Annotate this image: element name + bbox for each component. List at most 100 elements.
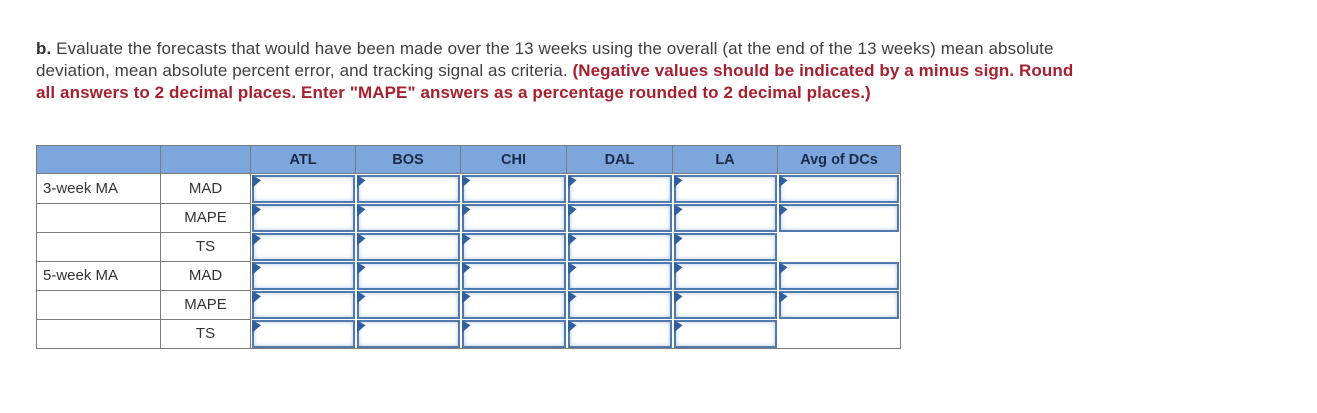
row-metric-label: MAPE bbox=[160, 202, 251, 233]
answer-flag-icon bbox=[778, 175, 788, 188]
answer-input[interactable] bbox=[778, 291, 899, 319]
answer-input[interactable] bbox=[673, 204, 777, 232]
answer-input[interactable] bbox=[252, 233, 355, 261]
answer-input[interactable] bbox=[356, 262, 460, 290]
row-group-label bbox=[36, 289, 161, 320]
answer-input[interactable] bbox=[461, 175, 566, 203]
answer-flag-icon bbox=[778, 262, 788, 275]
answer-flag-icon bbox=[673, 233, 683, 246]
table-row-5wk-mape: MAPE bbox=[36, 289, 901, 320]
answer-flag-icon bbox=[356, 175, 366, 188]
answer-flag-icon bbox=[778, 204, 788, 217]
answer-flag-icon bbox=[461, 204, 471, 217]
row-group-label bbox=[36, 318, 161, 349]
header-blank-group bbox=[36, 145, 161, 174]
table-row-5wk-ts: TS bbox=[36, 318, 901, 349]
table-row-3wk-mad: 3-week MA MAD bbox=[36, 173, 901, 204]
answer-input[interactable] bbox=[778, 175, 899, 203]
question-instruction-red-1: (Negative values should be indicated by … bbox=[572, 61, 1074, 80]
header-dal: DAL bbox=[566, 145, 673, 174]
answer-flag-icon bbox=[673, 320, 683, 333]
header-atl: ATL bbox=[250, 145, 356, 174]
answer-input[interactable] bbox=[461, 233, 566, 261]
answer-input[interactable] bbox=[252, 175, 355, 203]
answer-input[interactable] bbox=[356, 233, 460, 261]
answer-flag-icon bbox=[567, 320, 577, 333]
answer-flag-icon bbox=[356, 233, 366, 246]
question-instruction-red-2: all answers to 2 decimal places. Enter "… bbox=[36, 83, 871, 102]
answer-flag-icon bbox=[252, 262, 261, 275]
answer-input[interactable] bbox=[778, 204, 899, 232]
answer-flag-icon bbox=[252, 204, 261, 217]
answer-flag-icon bbox=[252, 175, 261, 188]
answer-input[interactable] bbox=[252, 262, 355, 290]
non-input-cell bbox=[777, 319, 901, 349]
answer-flag-icon bbox=[567, 204, 577, 217]
answer-input[interactable] bbox=[567, 262, 672, 290]
answer-flag-icon bbox=[567, 291, 577, 304]
answer-flag-icon bbox=[461, 233, 471, 246]
header-la: LA bbox=[672, 145, 778, 174]
answer-input[interactable] bbox=[673, 175, 777, 203]
answer-input[interactable] bbox=[567, 233, 672, 261]
answer-table: ATL BOS CHI DAL LA Avg of DCs 3-week MA … bbox=[36, 145, 901, 349]
answer-input[interactable] bbox=[356, 175, 460, 203]
answer-flag-icon bbox=[356, 204, 366, 217]
answer-flag-icon bbox=[461, 175, 471, 188]
answer-input[interactable] bbox=[356, 320, 460, 348]
row-metric-label: TS bbox=[160, 231, 251, 262]
question-line1: Evaluate the forecasts that would have b… bbox=[56, 39, 1054, 58]
answer-input[interactable] bbox=[567, 204, 672, 232]
answer-input[interactable] bbox=[252, 291, 355, 319]
non-input-cell bbox=[777, 232, 901, 261]
answer-flag-icon bbox=[567, 262, 577, 275]
answer-input[interactable] bbox=[461, 291, 566, 319]
answer-input[interactable] bbox=[567, 291, 672, 319]
answer-input[interactable] bbox=[673, 320, 777, 348]
answer-input[interactable] bbox=[567, 175, 672, 203]
row-metric-label: MAPE bbox=[160, 289, 251, 320]
answer-flag-icon bbox=[778, 291, 788, 304]
answer-flag-icon bbox=[356, 262, 366, 275]
answer-flag-icon bbox=[673, 291, 683, 304]
answer-flag-icon bbox=[567, 233, 577, 246]
row-group-label bbox=[36, 202, 161, 233]
answer-input[interactable] bbox=[252, 204, 355, 232]
question-text: b. Evaluate the forecasts that would hav… bbox=[36, 38, 1276, 104]
row-group-label: 3-week MA bbox=[36, 173, 161, 204]
answer-flag-icon bbox=[356, 291, 366, 304]
answer-input[interactable] bbox=[356, 204, 460, 232]
answer-input[interactable] bbox=[778, 262, 899, 290]
answer-flag-icon bbox=[461, 262, 471, 275]
answer-flag-icon bbox=[252, 320, 261, 333]
answer-flag-icon bbox=[461, 320, 471, 333]
answer-input[interactable] bbox=[673, 233, 777, 261]
header-avg-of-dcs: Avg of DCs bbox=[777, 145, 901, 174]
answer-flag-icon bbox=[567, 175, 577, 188]
answer-flag-icon bbox=[356, 320, 366, 333]
answer-flag-icon bbox=[673, 262, 683, 275]
table-row-3wk-ts: TS bbox=[36, 231, 901, 262]
answer-input[interactable] bbox=[673, 262, 777, 290]
row-metric-label: MAD bbox=[160, 260, 251, 291]
answer-input[interactable] bbox=[673, 291, 777, 319]
answer-input[interactable] bbox=[461, 204, 566, 232]
header-blank-metric bbox=[160, 145, 251, 174]
answer-input[interactable] bbox=[461, 320, 566, 348]
row-group-label bbox=[36, 231, 161, 262]
answer-input[interactable] bbox=[567, 320, 672, 348]
question-line2: deviation, mean absolute percent error, … bbox=[36, 61, 573, 80]
row-metric-label: TS bbox=[160, 318, 251, 349]
table-row-3wk-mape: MAPE bbox=[36, 202, 901, 233]
header-bos: BOS bbox=[355, 145, 461, 174]
header-chi: CHI bbox=[460, 145, 567, 174]
answer-input[interactable] bbox=[461, 262, 566, 290]
answer-input[interactable] bbox=[356, 291, 460, 319]
answer-input[interactable] bbox=[252, 320, 355, 348]
table-row-5wk-mad: 5-week MA MAD bbox=[36, 260, 901, 291]
row-metric-label: MAD bbox=[160, 173, 251, 204]
answer-flag-icon bbox=[673, 204, 683, 217]
answer-flag-icon bbox=[673, 175, 683, 188]
answer-flag-icon bbox=[252, 291, 261, 304]
row-group-label: 5-week MA bbox=[36, 260, 161, 291]
